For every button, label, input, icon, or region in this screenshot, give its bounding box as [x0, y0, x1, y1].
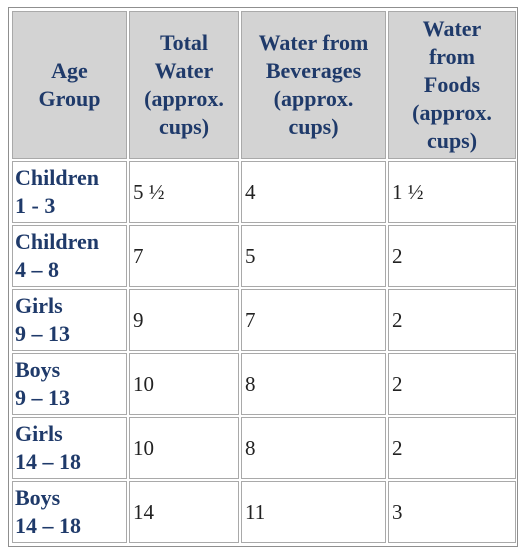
- header-total-water-line: Total: [159, 30, 209, 55]
- water-intake-table: Age Group Total Water (approx. cups) Wat…: [10, 9, 518, 545]
- age-group-cell: Girls 9 – 13: [12, 289, 127, 351]
- age-group-name: Girls: [15, 293, 63, 318]
- foods-water-cell: 1 ½: [388, 161, 516, 223]
- age-group-range: 14 – 18: [15, 513, 81, 538]
- age-group-range: 1 - 3: [15, 193, 56, 218]
- table-row: Boys 9 – 13 10 8 2: [12, 353, 516, 415]
- age-group-name: Children: [15, 229, 99, 254]
- header-water-from-foods: Water from Foods (approx. cups): [388, 11, 516, 159]
- water-intake-table-container: Age Group Total Water (approx. cups) Wat…: [8, 7, 518, 547]
- header-foods-line: Water: [422, 16, 482, 41]
- header-beverages-line: (approx.: [273, 86, 354, 111]
- beverages-water-cell: 4: [241, 161, 386, 223]
- age-group-name: Boys: [15, 485, 61, 510]
- beverages-water-cell: 8: [241, 417, 386, 479]
- beverages-water-cell: 11: [241, 481, 386, 543]
- foods-water-cell: 3: [388, 481, 516, 543]
- header-age-group: Age Group: [12, 11, 127, 159]
- header-total-water-line: cups): [158, 114, 210, 139]
- table-row: Girls 14 – 18 10 8 2: [12, 417, 516, 479]
- age-group-range: 14 – 18: [15, 449, 81, 474]
- foods-water-cell: 2: [388, 417, 516, 479]
- header-age-group-line: Age: [51, 58, 88, 83]
- header-total-water-line: (approx.: [144, 86, 224, 111]
- header-foods-line: from: [428, 44, 476, 69]
- beverages-water-cell: 8: [241, 353, 386, 415]
- header-water-from-beverages: Water from Beverages (approx. cups): [241, 11, 386, 159]
- beverages-water-cell: 7: [241, 289, 386, 351]
- age-group-cell: Children 1 - 3: [12, 161, 127, 223]
- header-foods-line: cups): [426, 128, 478, 153]
- age-group-cell: Girls 14 – 18: [12, 417, 127, 479]
- header-total-water-line: Water: [154, 58, 214, 83]
- beverages-water-cell: 5: [241, 225, 386, 287]
- table-row: Girls 9 – 13 9 7 2: [12, 289, 516, 351]
- header-total-water: Total Water (approx. cups): [129, 11, 239, 159]
- table-header-row: Age Group Total Water (approx. cups) Wat…: [12, 11, 516, 159]
- total-water-cell: 7: [129, 225, 239, 287]
- total-water-cell: 10: [129, 417, 239, 479]
- age-group-range: 9 – 13: [15, 385, 70, 410]
- age-group-name: Boys: [15, 357, 61, 382]
- header-beverages-line: Beverages: [265, 58, 362, 83]
- table-row: Children 1 - 3 5 ½ 4 1 ½: [12, 161, 516, 223]
- foods-water-cell: 2: [388, 353, 516, 415]
- age-group-cell: Children 4 – 8: [12, 225, 127, 287]
- header-beverages-line: cups): [288, 114, 339, 139]
- header-foods-line: Foods: [423, 72, 481, 97]
- age-group-range: 4 – 8: [15, 257, 59, 282]
- age-group-cell: Boys 9 – 13: [12, 353, 127, 415]
- age-group-name: Girls: [15, 421, 63, 446]
- table-row: Children 4 – 8 7 5 2: [12, 225, 516, 287]
- table-row: Boys 14 – 18 14 11 3: [12, 481, 516, 543]
- total-water-cell: 14: [129, 481, 239, 543]
- age-group-range: 9 – 13: [15, 321, 70, 346]
- header-age-group-line: Group: [38, 86, 101, 111]
- total-water-cell: 9: [129, 289, 239, 351]
- age-group-name: Children: [15, 165, 99, 190]
- age-group-cell: Boys 14 – 18: [12, 481, 127, 543]
- foods-water-cell: 2: [388, 289, 516, 351]
- total-water-cell: 10: [129, 353, 239, 415]
- foods-water-cell: 2: [388, 225, 516, 287]
- header-foods-line: (approx.: [412, 100, 492, 125]
- header-beverages-line: Water from: [258, 30, 369, 55]
- total-water-cell: 5 ½: [129, 161, 239, 223]
